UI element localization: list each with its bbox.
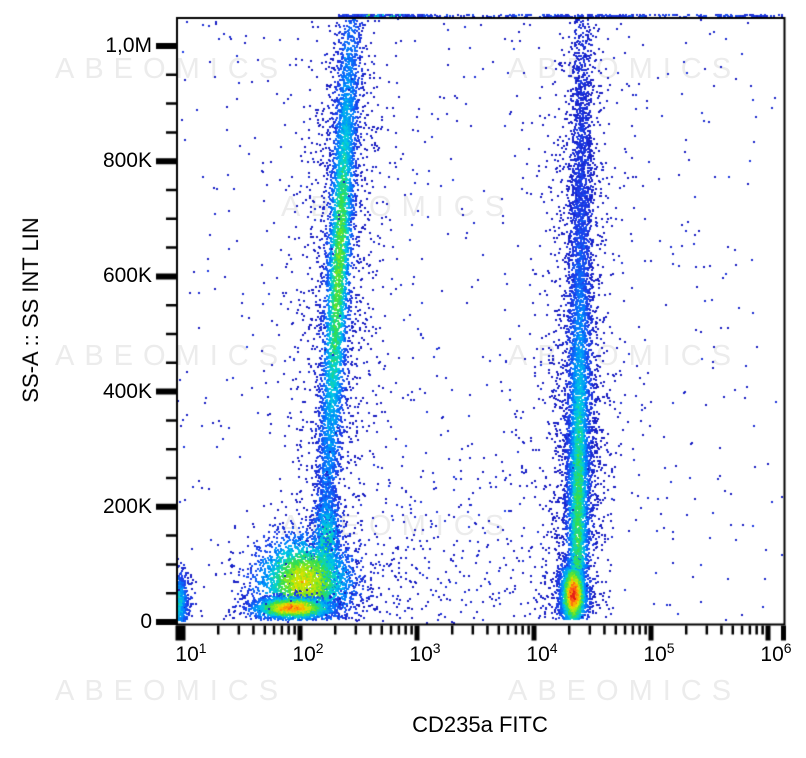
x-tick-base: 10	[409, 643, 433, 666]
x-tick-label-10e5: 105	[643, 641, 674, 667]
x-tick-label-10e4: 104	[526, 641, 557, 667]
x-tick-base: 10	[292, 643, 316, 666]
x-tick-base: 10	[526, 643, 550, 666]
x-tick-base: 10	[760, 643, 784, 666]
x-tick-exponent: 4	[549, 640, 558, 656]
x-tick-exponent: 5	[666, 640, 675, 656]
x-tick-base: 10	[175, 643, 199, 666]
y-tick-label-800k: 800K	[102, 149, 152, 173]
x-tick-exponent: 1	[198, 640, 207, 656]
x-tick-exponent: 3	[432, 640, 441, 656]
y-tick-label-0: 0	[140, 610, 152, 633]
x-axis-title: CD235a FITC	[412, 712, 548, 737]
y-tick-label-400k: 400K	[102, 379, 152, 403]
y-axis-title: SS-A :: SS INT LIN	[18, 217, 43, 403]
y-tick-label-600k: 600K	[102, 264, 152, 288]
x-tick-base: 10	[643, 643, 667, 666]
y-tick-label-1_0m: 1,0M	[105, 34, 152, 57]
x-tick-label-10e3: 103	[409, 641, 440, 667]
y-tick-label-200k: 200K	[102, 494, 152, 518]
x-tick-label-10e1: 101	[175, 641, 206, 667]
x-tick-label-10e2: 102	[292, 641, 323, 667]
x-tick-exponent: 2	[315, 640, 324, 656]
x-tick-label-10e6: 106	[760, 641, 791, 667]
x-tick-exponent: 6	[783, 640, 792, 656]
